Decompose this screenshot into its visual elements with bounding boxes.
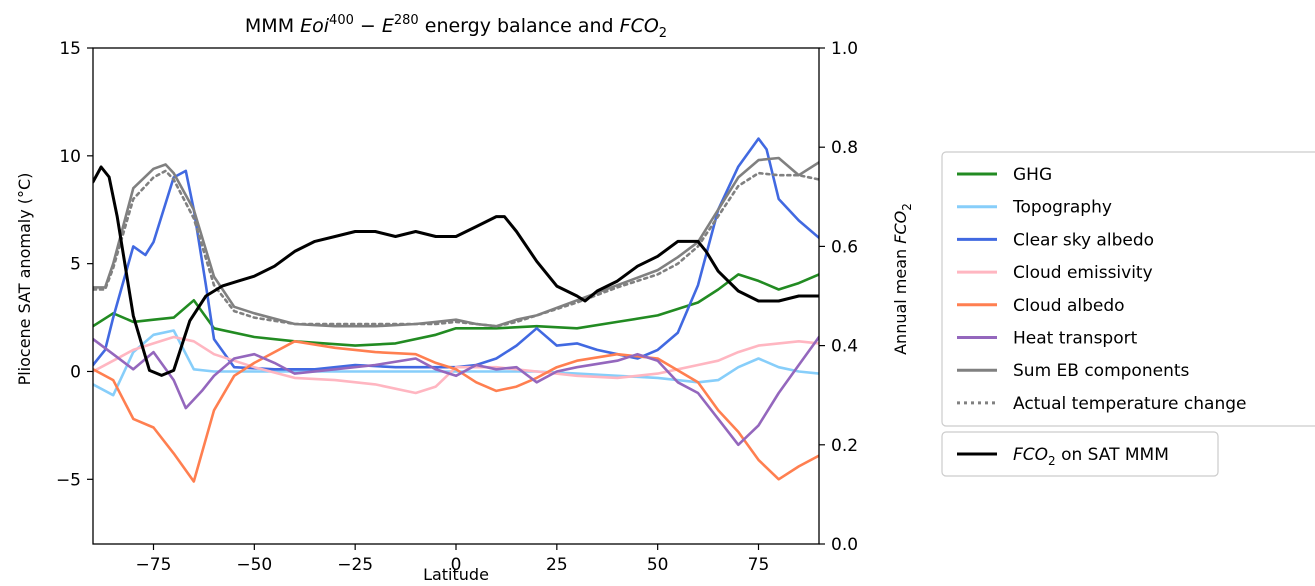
series-line-sum-eb-components — [93, 156, 819, 328]
legend-label-cloud-albedo: Cloud albedo — [1013, 296, 1125, 316]
x-tick-label: 25 — [546, 555, 568, 575]
series-line-fco2-on-sat-mmm — [93, 165, 819, 377]
y-right-tick-label: 0.0 — [831, 535, 858, 555]
legend-label-clear-sky-albedo: Clear sky albedo — [1013, 230, 1154, 250]
legend-label-ghg: GHG — [1013, 165, 1052, 185]
x-tick-label: −50 — [236, 555, 272, 575]
series-line-topography — [93, 329, 819, 397]
y-left-tick-label: 0 — [70, 362, 81, 382]
series-line-heat-transport — [93, 335, 819, 447]
x-tick-label: 75 — [748, 555, 770, 575]
y-right-tick-label: 0.2 — [831, 436, 858, 456]
series-line-cloud-albedo — [93, 339, 819, 483]
legend: GHG Topography Clear sky albedo Cloud emiss… — [941, 151, 1315, 427]
y-left-tick-label: 15 — [59, 39, 81, 59]
legend-label-actual-temperature-change: Actual temperature change — [1013, 394, 1246, 414]
y-right-tick-label: 0.4 — [831, 337, 858, 357]
legend-label-heat-transport: Heat transport — [1013, 329, 1138, 349]
series-line-cloud-emissivity — [93, 335, 819, 395]
x-tick-label: −25 — [337, 555, 373, 575]
x-tick-label: −75 — [136, 555, 172, 575]
chart-title: MMM Eoi400 − E280 energy balance and FCO… — [245, 13, 667, 41]
y-axis-right-label: Annual mean FCO2 — [891, 203, 914, 355]
x-axis-label: Latitude — [423, 565, 489, 584]
x-tick-label: 0 — [451, 555, 462, 575]
legend-secondary: FCO2 on SAT MMM — [941, 431, 1219, 477]
y-left-tick-label: 5 — [70, 255, 81, 275]
y-left-tick-label: −5 — [56, 470, 81, 490]
y-left-tick-label: 10 — [59, 147, 81, 167]
y-right-tick-label: 0.6 — [831, 237, 858, 257]
series-line-clear-sky-albedo — [93, 137, 819, 371]
y-axis-left-label: Pliocene SAT anomaly (°C) — [15, 173, 34, 386]
y-right-tick-label: 0.8 — [831, 138, 858, 158]
legend-secondary-frame — [941, 431, 1219, 477]
legend-label-sum-eb-components: Sum EB components — [1013, 361, 1190, 381]
legend-label-topography: Topography — [1012, 198, 1112, 218]
series-line-ghg — [93, 273, 819, 347]
series-line-actual-temperature-change — [93, 169, 819, 328]
x-tick-label: 50 — [647, 555, 669, 575]
y-right-tick-label: 1.0 — [831, 39, 858, 59]
legend-label-fco2: FCO2 on SAT MMM — [1013, 445, 1169, 468]
legend-label-cloud-emissivity: Cloud emissivity — [1013, 263, 1153, 283]
legend-frame — [941, 151, 1315, 427]
